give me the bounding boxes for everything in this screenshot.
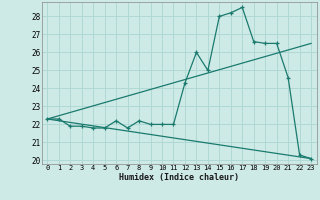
- X-axis label: Humidex (Indice chaleur): Humidex (Indice chaleur): [119, 173, 239, 182]
